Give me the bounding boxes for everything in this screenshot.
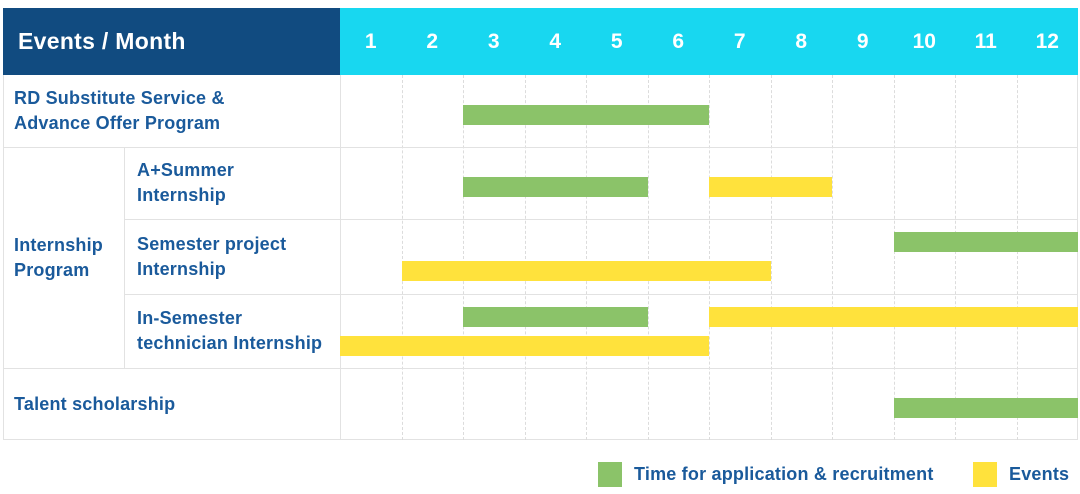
row-label-a-plus-summer: A+Summer Internship <box>137 160 235 205</box>
month-gridline <box>832 75 833 440</box>
month-gridline <box>770 75 772 440</box>
month-gridline <box>586 75 587 440</box>
month-header-9: 9 <box>856 29 869 53</box>
legend-label-events: Events <box>1009 463 1070 484</box>
month-header-10: 10 <box>912 29 936 53</box>
gantt-bar-event-m1-m6 <box>340 336 709 356</box>
month-gridline <box>401 75 403 440</box>
month-gridline <box>709 75 710 440</box>
row-label-semester-project: Semester project Internship <box>137 233 287 279</box>
row-divider <box>124 219 1078 220</box>
row-divider <box>3 368 1078 369</box>
month-gridline <box>647 75 649 440</box>
month-gridline <box>524 75 526 440</box>
gantt-bar-event-m7-m8 <box>709 177 832 197</box>
legend-item-events: Events <box>973 461 1069 487</box>
month-header-6: 6 <box>672 29 685 53</box>
row-label-rd-substitute: RD Substitute Service & Advance Offer Pr… <box>14 88 225 133</box>
column-divider <box>124 147 125 368</box>
month-header-row: 1 2 3 4 5 6 7 8 9 10 11 12 <box>340 8 1078 75</box>
row-label-in-semester-technician: In-Semester technician Internship <box>137 308 323 353</box>
row-divider <box>3 147 1078 148</box>
row-divider <box>124 294 1078 295</box>
application-color-swatch <box>598 461 622 487</box>
month-gridline <box>1016 75 1018 440</box>
gantt-bar-application-m10-m12 <box>893 398 1078 418</box>
month-header-5: 5 <box>610 29 623 53</box>
column-divider <box>340 75 341 440</box>
row-label-talent-scholarship: Talent scholarship <box>14 393 176 414</box>
month-gridline <box>955 75 956 440</box>
events-month-header-label: Events / Month <box>18 28 186 54</box>
month-header-7: 7 <box>733 29 746 53</box>
gantt-bar-event-m2-m7 <box>401 261 771 281</box>
gantt-bar-application-m3-m5 <box>463 307 648 327</box>
gantt-bar-application-m3-m6 <box>463 105 709 125</box>
legend-label-application: Time for application & recruitment <box>634 463 934 484</box>
month-header-1: 1 <box>364 29 377 53</box>
month-gridline <box>463 75 464 440</box>
table-header-corner: Events / Month <box>3 8 340 75</box>
legend-item-application: Time for application & recruitment <box>598 461 934 487</box>
month-header-3: 3 <box>487 29 500 53</box>
table-body <box>3 75 1078 440</box>
events-color-swatch <box>973 461 997 487</box>
month-header-8: 8 <box>795 29 808 53</box>
gantt-bar-event-m7-m12 <box>709 307 1078 327</box>
gantt-bar-application-m10-m12 <box>893 232 1078 252</box>
gantt-bar-application-m3-m5 <box>463 177 648 197</box>
month-header-12: 12 <box>1035 29 1059 53</box>
month-header-4: 4 <box>549 29 562 53</box>
group-label-internship-program: Internship Program <box>14 234 104 280</box>
month-header-2: 2 <box>426 29 439 53</box>
month-gridline <box>893 75 895 440</box>
month-header-11: 11 <box>974 29 997 53</box>
